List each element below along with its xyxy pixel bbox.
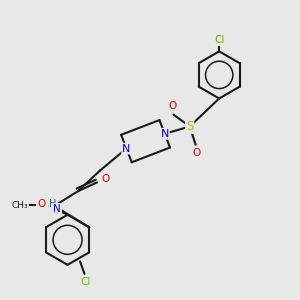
Text: O: O (37, 200, 45, 209)
Text: O: O (192, 148, 200, 158)
Text: CH₃: CH₃ (11, 201, 28, 210)
Text: Cl: Cl (214, 35, 224, 45)
Text: Cl: Cl (81, 277, 91, 287)
Text: N: N (122, 143, 130, 154)
Text: O: O (101, 174, 110, 184)
Text: O: O (169, 101, 177, 111)
Text: H: H (49, 199, 56, 208)
Text: S: S (186, 120, 194, 133)
Text: N: N (53, 204, 61, 214)
Text: N: N (160, 129, 169, 139)
